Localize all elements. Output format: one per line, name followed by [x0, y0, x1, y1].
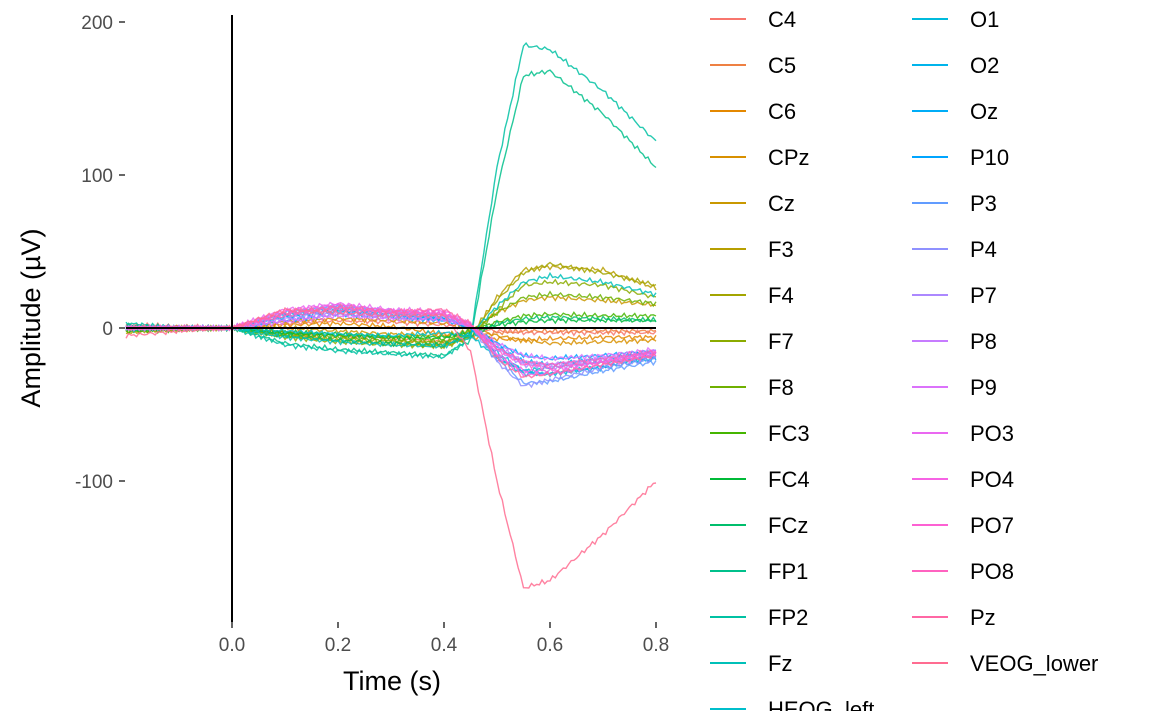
- legend-item: F7: [710, 329, 794, 354]
- legend-label: C5: [768, 53, 796, 78]
- legend-item: O2: [912, 53, 999, 78]
- legend-label: P4: [970, 237, 997, 262]
- x-axis-title: Time (s): [343, 666, 441, 696]
- legend-label: PO7: [970, 513, 1014, 538]
- legend-item: FP1: [710, 559, 808, 584]
- legend-label: Oz: [970, 99, 998, 124]
- legend-label: FCz: [768, 513, 808, 538]
- legend-item: P10: [912, 145, 1009, 170]
- legend-item: P4: [912, 237, 997, 262]
- legend-label: FP1: [768, 559, 808, 584]
- legend-label: Cz: [768, 191, 795, 216]
- legend-label: P8: [970, 329, 997, 354]
- legend-label: P3: [970, 191, 997, 216]
- legend-item: F8: [710, 375, 794, 400]
- legend-item: Pz: [912, 605, 996, 630]
- legend-label: O2: [970, 53, 999, 78]
- legend-label: Fz: [768, 651, 792, 676]
- y-axis-title: Amplitude (µV): [16, 228, 46, 407]
- legend-label: FP2: [768, 605, 808, 630]
- y-axis-ticks: 200 100 0 -100: [75, 13, 125, 493]
- legend-item: VEOG_lower: [912, 651, 1098, 676]
- legend-label: PO4: [970, 467, 1014, 492]
- legend-label: PO8: [970, 559, 1014, 584]
- legend-item: C5: [710, 53, 796, 78]
- legend-label: C6: [768, 99, 796, 124]
- legend-item: P9: [912, 375, 997, 400]
- legend-item: CPz: [710, 145, 810, 170]
- legend-item: HEOG_left: [710, 697, 874, 711]
- legend-item: F4: [710, 283, 794, 308]
- legend-label: F8: [768, 375, 794, 400]
- legend-label: HEOG_left: [768, 697, 874, 711]
- legend-label: F4: [768, 283, 794, 308]
- legend-item: FC3: [710, 421, 810, 446]
- y-tick-label: 200: [81, 13, 113, 34]
- legend-item: Oz: [912, 99, 998, 124]
- legend-label: P10: [970, 145, 1009, 170]
- legend-item: P3: [912, 191, 997, 216]
- legend-item: PO3: [912, 421, 1014, 446]
- x-tick-label: 0.2: [325, 635, 351, 656]
- legend-item: Cz: [710, 191, 795, 216]
- legend-item: FC4: [710, 467, 810, 492]
- legend-item: O1: [912, 7, 999, 32]
- y-tick-label: 100: [81, 166, 113, 187]
- legend-item: C6: [710, 99, 796, 124]
- legend-label: C4: [768, 7, 796, 32]
- y-tick-label: 0: [102, 319, 113, 340]
- x-tick-label: 0.0: [219, 635, 245, 656]
- legend-item: F3: [710, 237, 794, 262]
- legend-label: FC3: [768, 421, 810, 446]
- x-tick-label: 0.4: [431, 635, 458, 656]
- legend-label: PO3: [970, 421, 1014, 446]
- x-axis-ticks: 0.0 0.2 0.4 0.6 0.8: [219, 622, 669, 656]
- legend-label: Pz: [970, 605, 996, 630]
- legend-label: VEOG_lower: [970, 651, 1098, 676]
- legend-item: PO7: [912, 513, 1014, 538]
- series-line-veog-lower: [125, 306, 657, 589]
- legend-label: O1: [970, 7, 999, 32]
- y-tick-label: -100: [75, 472, 113, 493]
- legend: C4 C5 C6 CPz Cz F3 F4 F7 F8 FC3 FC4 FCz FP1 FP2 Fz HEOG…: [710, 7, 1098, 711]
- legend-label: P9: [970, 375, 997, 400]
- legend-item: C4: [710, 7, 796, 32]
- legend-item: PO4: [912, 467, 1014, 492]
- legend-label: P7: [970, 283, 997, 308]
- legend-item: P8: [912, 329, 997, 354]
- legend-item: Fz: [710, 651, 792, 676]
- legend-label: CPz: [768, 145, 810, 170]
- legend-label: FC4: [768, 467, 810, 492]
- legend-label: F3: [768, 237, 794, 262]
- legend-item: PO8: [912, 559, 1014, 584]
- legend-item: FCz: [710, 513, 808, 538]
- legend-item: P7: [912, 283, 997, 308]
- x-tick-label: 0.6: [537, 635, 563, 656]
- legend-label: F7: [768, 329, 794, 354]
- legend-item: FP2: [710, 605, 808, 630]
- plot-series: [125, 41, 657, 589]
- x-tick-label: 0.8: [643, 635, 669, 656]
